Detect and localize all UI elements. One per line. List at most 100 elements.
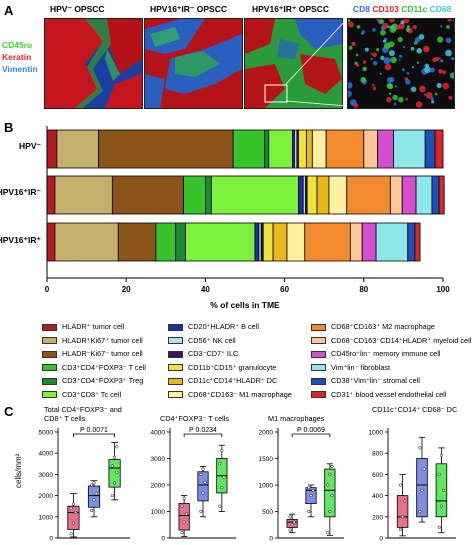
bar-segment — [361, 222, 377, 262]
data-point — [292, 520, 296, 524]
cell-speckle — [450, 72, 454, 76]
bar-segment — [377, 129, 394, 169]
bar-segment — [54, 175, 113, 215]
legend-label: Vim⁺lin⁻ fibroblast — [331, 362, 391, 372]
data-point — [201, 467, 205, 471]
legend-item: HLADR⁺Ki67⁺ tumor cell — [42, 336, 143, 346]
bar-segment — [272, 222, 288, 262]
legend-swatch — [311, 337, 326, 345]
x-tick-label: 100 — [436, 285, 450, 294]
bar-segment — [46, 222, 56, 262]
legend-swatch — [311, 391, 326, 399]
legend-label: HLADR⁺ tumor cell — [62, 322, 125, 332]
cell-speckle — [412, 66, 415, 69]
bar-segment — [232, 129, 266, 169]
data-point — [307, 486, 311, 490]
cell-speckle — [415, 101, 423, 108]
boxplot-panel: 0 500 1000 1500 2000 P 0.0069 — [259, 427, 344, 543]
row-label-hpv16-ir-pos: HPV16⁺IR⁺ — [0, 235, 41, 245]
cell-speckle — [446, 25, 450, 29]
data-point — [311, 488, 315, 492]
cell-speckle — [396, 25, 401, 30]
data-point — [182, 496, 186, 500]
marker-cd11c: CD11c — [401, 4, 428, 14]
data-point — [220, 486, 224, 490]
cell-speckle — [438, 57, 441, 60]
legend-label: CD20⁺HLADR⁺ B cell — [188, 322, 259, 332]
cell-speckle — [353, 103, 359, 108]
data-point — [110, 464, 114, 468]
cell-speckle — [445, 37, 452, 44]
data-point — [90, 508, 94, 512]
legend-swatch — [311, 350, 326, 358]
bar-segment — [414, 222, 421, 262]
cell-speckle — [405, 97, 408, 101]
bar-segment — [346, 175, 391, 215]
legend-swatch — [42, 323, 57, 331]
cell-speckle — [380, 26, 385, 31]
box — [178, 503, 190, 531]
y-tick-label: 1000 — [369, 430, 384, 437]
bar-segment — [264, 129, 270, 169]
legend-swatch — [168, 377, 183, 385]
legend-swatch — [42, 377, 57, 385]
zoom-marker-legend: CD8 CD103 CD11c CD68 — [353, 4, 451, 14]
y-tick-label: 5000 — [39, 430, 54, 437]
box — [87, 485, 101, 508]
boxplot-panel: 0 1000 2000 3000 4000 5000 P 0.0071 — [39, 427, 130, 543]
cell-speckle — [389, 26, 396, 33]
legend-swatch — [311, 364, 326, 372]
legend-label: CD11b⁺CD15⁺ granulocyte — [188, 362, 277, 372]
legend-item: CD68⁻CD163⁻CD14⁺HLADR⁺ myeloid cell — [311, 336, 471, 346]
bar-segment — [424, 129, 436, 169]
legend-label: CD68⁺CD163⁺ M2 macrophage — [331, 322, 435, 332]
boxplot-panel: 0 1000 2000 3000 4000 P 0.0234 — [151, 427, 236, 543]
legend-label: CD3⁺CD4⁺FOXP3⁻ T cell — [62, 362, 146, 372]
legend-swatch — [311, 323, 326, 331]
legend-label: CD68⁺CD163⁻ M1 macrophage — [188, 389, 292, 399]
cell-speckle — [351, 41, 356, 47]
cell-speckle — [410, 46, 415, 51]
box — [416, 458, 428, 518]
legend-swatch — [311, 377, 326, 385]
y-tick-label: 600 — [372, 472, 383, 479]
legend-item: CD45ro⁺lin⁻ memory immune cell — [311, 349, 440, 359]
cell-speckle — [452, 19, 454, 22]
zoom-lines — [285, 18, 348, 107]
bar-segment — [305, 129, 313, 169]
cell-speckle — [406, 25, 410, 28]
cell-speckle — [430, 97, 434, 101]
cell-speckle — [348, 21, 354, 28]
data-point — [442, 488, 446, 492]
legend-item: CD11c⁺CD14⁺HLADR⁺ DC — [168, 376, 277, 386]
data-point — [110, 494, 114, 498]
data-point — [437, 472, 441, 476]
cell-speckle — [442, 70, 447, 75]
bar-segment — [98, 129, 234, 169]
bar-segment — [46, 129, 58, 169]
boxplot-title-2: CD4⁺FOXP3⁻ T cells — [160, 414, 230, 423]
bar-segment — [111, 175, 185, 215]
data-point — [422, 467, 426, 471]
cell-speckle — [448, 95, 453, 100]
y-tick-label: 2000 — [39, 493, 54, 500]
cell-speckle — [425, 92, 433, 99]
data-point — [113, 481, 117, 485]
bar-segment — [56, 129, 99, 169]
data-point — [92, 481, 96, 485]
cell-speckle — [440, 25, 443, 28]
data-point — [115, 445, 119, 449]
y-tick-label: 1500 — [259, 456, 274, 463]
legend-swatch — [42, 350, 57, 358]
box — [324, 468, 336, 518]
cell-speckle — [348, 90, 352, 98]
legend-swatch — [168, 391, 183, 399]
data-point — [90, 483, 94, 487]
cell-speckle — [424, 93, 427, 96]
data-point — [69, 506, 73, 510]
y-tick-label: 1000 — [259, 483, 274, 490]
legend-swatch — [168, 323, 183, 331]
bar-segment — [311, 129, 327, 169]
y-tick-label: 2000 — [259, 430, 274, 437]
cell-speckle — [412, 25, 417, 30]
